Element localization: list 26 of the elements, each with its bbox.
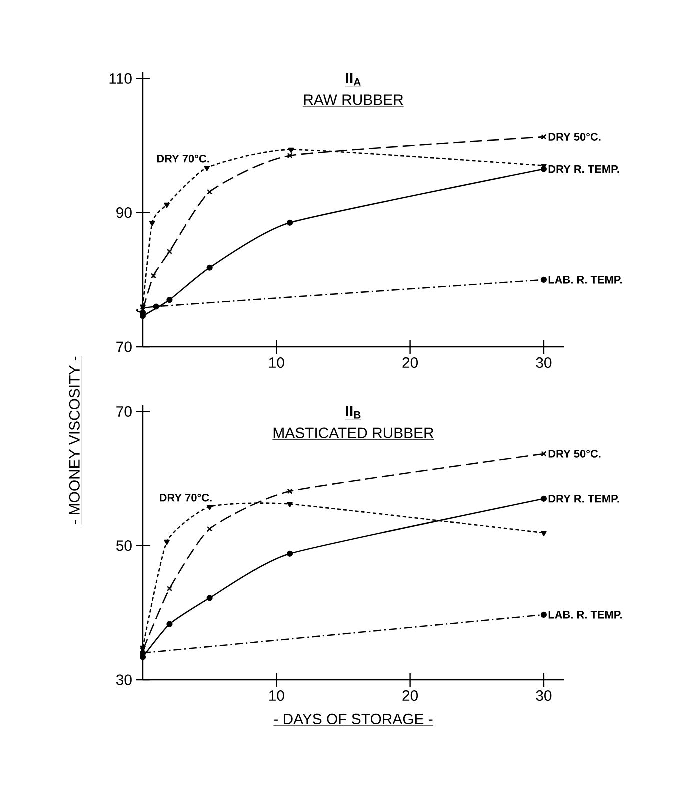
series-label: DRY R. TEMP. bbox=[548, 495, 620, 503]
x-tick-label: 20 bbox=[402, 357, 418, 368]
x-axis-title: - DAYS OF STORAGE - bbox=[274, 714, 433, 724]
y-tick-label: 70 bbox=[116, 342, 132, 352]
x-tick-label: 30 bbox=[536, 690, 552, 702]
y-tick-label: 90 bbox=[116, 208, 132, 218]
series-label: DRY 50°C. bbox=[548, 450, 601, 458]
x-tick-label: 20 bbox=[402, 690, 418, 702]
y-tick-label: 50 bbox=[116, 540, 132, 552]
chart-title: II$_{A}$ bbox=[346, 73, 361, 86]
y-tick-label: 70 bbox=[116, 406, 132, 417]
y-tick-label: 110 bbox=[110, 73, 132, 84]
series-label: LAB. R. TEMP. bbox=[548, 611, 622, 619]
x-tick-label: 10 bbox=[269, 357, 284, 368]
text: RAW RUBBER bbox=[304, 94, 404, 106]
text: MASTICATED RUBBER bbox=[274, 428, 434, 438]
series-label: LAB. R. TEMP. bbox=[548, 276, 622, 284]
chart-title: II$_{B}$ bbox=[346, 406, 361, 419]
x-tick-label: 10 bbox=[269, 690, 284, 702]
series-label: DRY 70°C. bbox=[160, 494, 212, 502]
series-label: DRY R. TEMP. bbox=[548, 165, 620, 174]
y-axis-title: - MOONEY VISCOSITY - bbox=[69, 356, 80, 524]
y-tick-label: 30 bbox=[116, 674, 132, 686]
x-tick-label: 30 bbox=[536, 357, 552, 368]
series-label: DRY 50°C. bbox=[548, 133, 601, 141]
series-label: DRY 70°C. bbox=[157, 154, 210, 163]
